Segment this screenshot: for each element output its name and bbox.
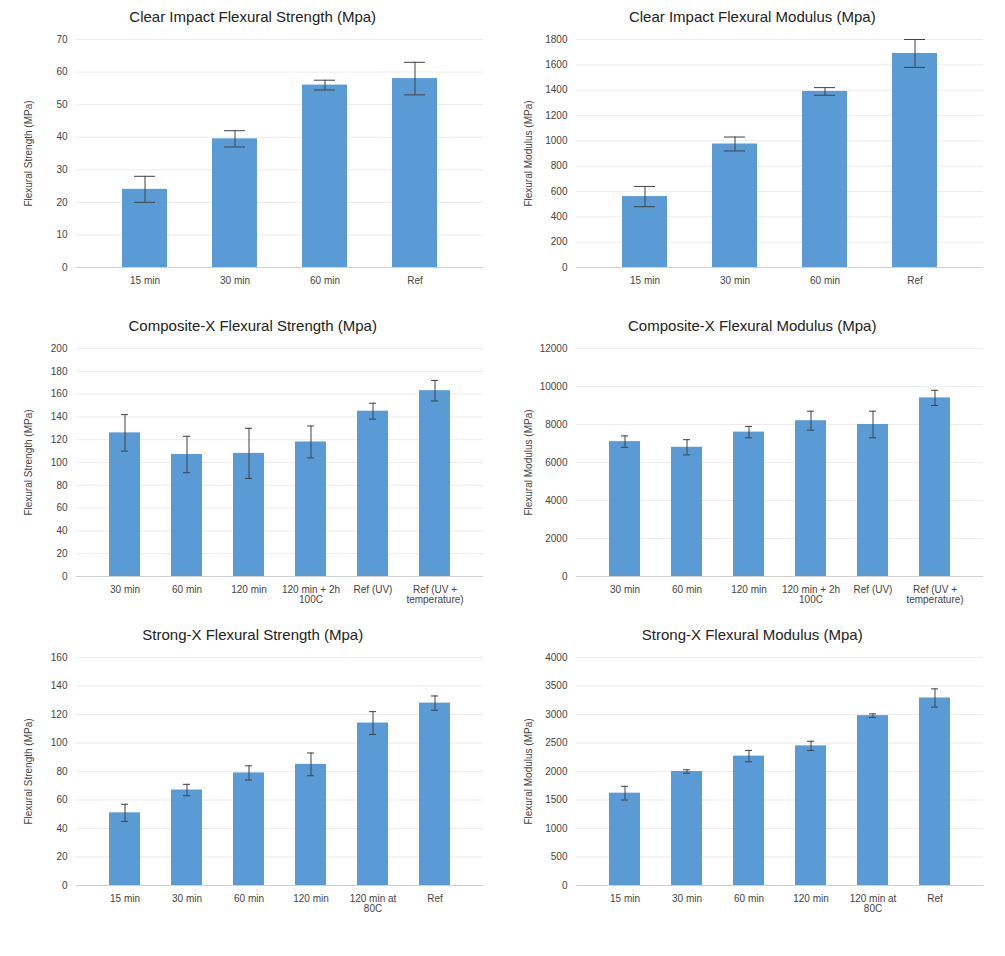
svg-text:2500: 2500 bbox=[545, 737, 568, 748]
svg-text:Flexural Modulus (MPa): Flexural Modulus (MPa) bbox=[522, 100, 533, 206]
svg-text:15 min: 15 min bbox=[610, 893, 640, 904]
svg-text:100: 100 bbox=[51, 457, 68, 468]
svg-text:120 min: 120 min bbox=[731, 584, 767, 595]
svg-text:2000: 2000 bbox=[545, 766, 568, 777]
svg-text:50: 50 bbox=[57, 99, 69, 110]
svg-text:3000: 3000 bbox=[545, 709, 568, 720]
svg-text:0: 0 bbox=[562, 571, 568, 582]
svg-text:120 min + 2h100C: 120 min + 2h100C bbox=[782, 584, 840, 605]
svg-text:15 min: 15 min bbox=[130, 275, 160, 286]
svg-text:30 min: 30 min bbox=[720, 275, 750, 286]
svg-text:120: 120 bbox=[51, 434, 68, 445]
svg-text:60 min: 60 min bbox=[810, 275, 840, 286]
svg-text:60 min: 60 min bbox=[172, 584, 202, 595]
html-text:Clear Impact Flexural Modulus: Clear Impact Flexural Modulus (Mpa) bbox=[628, 8, 876, 25]
svg-text:0: 0 bbox=[62, 262, 68, 273]
svg-text:30 min: 30 min bbox=[220, 275, 250, 286]
svg-text:12000: 12000 bbox=[539, 343, 567, 354]
svg-text:30 min: 30 min bbox=[110, 584, 140, 595]
svg-text:Ref: Ref bbox=[407, 275, 423, 286]
svg-text:800: 800 bbox=[551, 160, 568, 171]
svg-text:0: 0 bbox=[62, 880, 68, 891]
svg-text:120 min: 120 min bbox=[293, 893, 329, 904]
svg-text:3500: 3500 bbox=[545, 680, 568, 691]
svg-text:200: 200 bbox=[51, 343, 68, 354]
svg-text:180: 180 bbox=[51, 366, 68, 377]
svg-text:120: 120 bbox=[51, 709, 68, 720]
html-text:Composite-X Flexural Strength: Composite-X Flexural Strength (Mpa) bbox=[128, 317, 377, 334]
svg-text:10000: 10000 bbox=[539, 381, 567, 392]
svg-text:60: 60 bbox=[57, 794, 69, 805]
svg-text:Ref (UV +temperature): Ref (UV +temperature) bbox=[906, 584, 963, 605]
svg-text:500: 500 bbox=[551, 851, 568, 862]
svg-text:60 min: 60 min bbox=[310, 275, 340, 286]
svg-text:140: 140 bbox=[51, 680, 68, 691]
html-text:Composite-X Flexural Modulus (: Composite-X Flexural Modulus (Mpa) bbox=[628, 317, 877, 334]
svg-text:10: 10 bbox=[57, 229, 69, 240]
svg-text:Flexural Modulus (MPa): Flexural Modulus (MPa) bbox=[522, 718, 533, 824]
svg-text:Ref: Ref bbox=[927, 893, 943, 904]
svg-text:15 min: 15 min bbox=[630, 275, 660, 286]
svg-text:1600: 1600 bbox=[545, 59, 568, 70]
svg-text:30 min: 30 min bbox=[172, 893, 202, 904]
svg-text:Ref (UV +temperature): Ref (UV +temperature) bbox=[407, 584, 464, 605]
html-text:Strong-X Flexural Strength (Mp: Strong-X Flexural Strength (Mpa) bbox=[142, 626, 364, 643]
svg-text:2000: 2000 bbox=[545, 533, 568, 544]
svg-text:Ref (UV): Ref (UV) bbox=[853, 584, 892, 595]
svg-text:40: 40 bbox=[57, 823, 69, 834]
svg-text:6000: 6000 bbox=[545, 457, 568, 468]
svg-text:30: 30 bbox=[57, 164, 69, 175]
svg-text:0: 0 bbox=[562, 262, 568, 273]
svg-text:60 min: 60 min bbox=[734, 893, 764, 904]
svg-text:160: 160 bbox=[51, 652, 68, 663]
svg-text:Flexural Strength (MPa): Flexural Strength (MPa) bbox=[23, 718, 34, 824]
svg-text:600: 600 bbox=[551, 186, 568, 197]
svg-text:0: 0 bbox=[62, 571, 68, 582]
svg-text:100: 100 bbox=[51, 737, 68, 748]
svg-text:80: 80 bbox=[57, 766, 69, 777]
svg-text:Ref: Ref bbox=[427, 893, 443, 904]
svg-text:40: 40 bbox=[57, 525, 69, 536]
svg-text:1500: 1500 bbox=[545, 794, 568, 805]
svg-text:200: 200 bbox=[551, 236, 568, 247]
svg-text:1800: 1800 bbox=[545, 34, 568, 45]
svg-text:60: 60 bbox=[57, 502, 69, 513]
svg-text:120 min at80C: 120 min at80C bbox=[849, 893, 896, 914]
svg-text:1000: 1000 bbox=[545, 823, 568, 834]
svg-text:Flexural Strength (MPa): Flexural Strength (MPa) bbox=[23, 100, 34, 206]
svg-text:400: 400 bbox=[551, 211, 568, 222]
svg-text:0: 0 bbox=[562, 880, 568, 891]
svg-text:20: 20 bbox=[57, 548, 69, 559]
html-text:Strong-X Flexural Modulus (Mpa: Strong-X Flexural Modulus (Mpa) bbox=[641, 626, 863, 643]
svg-text:30 min: 30 min bbox=[672, 893, 702, 904]
svg-text:4000: 4000 bbox=[545, 495, 568, 506]
svg-text:1400: 1400 bbox=[545, 84, 568, 95]
svg-text:70: 70 bbox=[57, 34, 69, 45]
svg-text:Ref: Ref bbox=[907, 275, 923, 286]
svg-text:Flexural Strength (MPa): Flexural Strength (MPa) bbox=[23, 409, 34, 515]
svg-text:160: 160 bbox=[51, 388, 68, 399]
svg-text:120 min: 120 min bbox=[231, 584, 267, 595]
svg-text:60 min: 60 min bbox=[672, 584, 702, 595]
svg-text:Ref (UV): Ref (UV) bbox=[354, 584, 393, 595]
svg-text:40: 40 bbox=[57, 131, 69, 142]
svg-text:Flexural Modulus (MPa): Flexural Modulus (MPa) bbox=[522, 409, 533, 515]
svg-text:120 min + 2h100C: 120 min + 2h100C bbox=[282, 584, 340, 605]
svg-text:8000: 8000 bbox=[545, 419, 568, 430]
svg-text:120 min: 120 min bbox=[793, 893, 829, 904]
svg-text:30 min: 30 min bbox=[610, 584, 640, 595]
svg-text:60: 60 bbox=[57, 66, 69, 77]
svg-text:20: 20 bbox=[57, 851, 69, 862]
svg-text:20: 20 bbox=[57, 197, 69, 208]
svg-text:80: 80 bbox=[57, 480, 69, 491]
svg-text:140: 140 bbox=[51, 411, 68, 422]
svg-text:120 min at80C: 120 min at80C bbox=[350, 893, 397, 914]
svg-text:60 min: 60 min bbox=[234, 893, 264, 904]
svg-text:15 min: 15 min bbox=[110, 893, 140, 904]
svg-text:4000: 4000 bbox=[545, 652, 568, 663]
svg-text:1200: 1200 bbox=[545, 110, 568, 121]
html-text:Clear Impact Flexural Strength: Clear Impact Flexural Strength (Mpa) bbox=[129, 8, 377, 25]
svg-text:1000: 1000 bbox=[545, 135, 568, 146]
